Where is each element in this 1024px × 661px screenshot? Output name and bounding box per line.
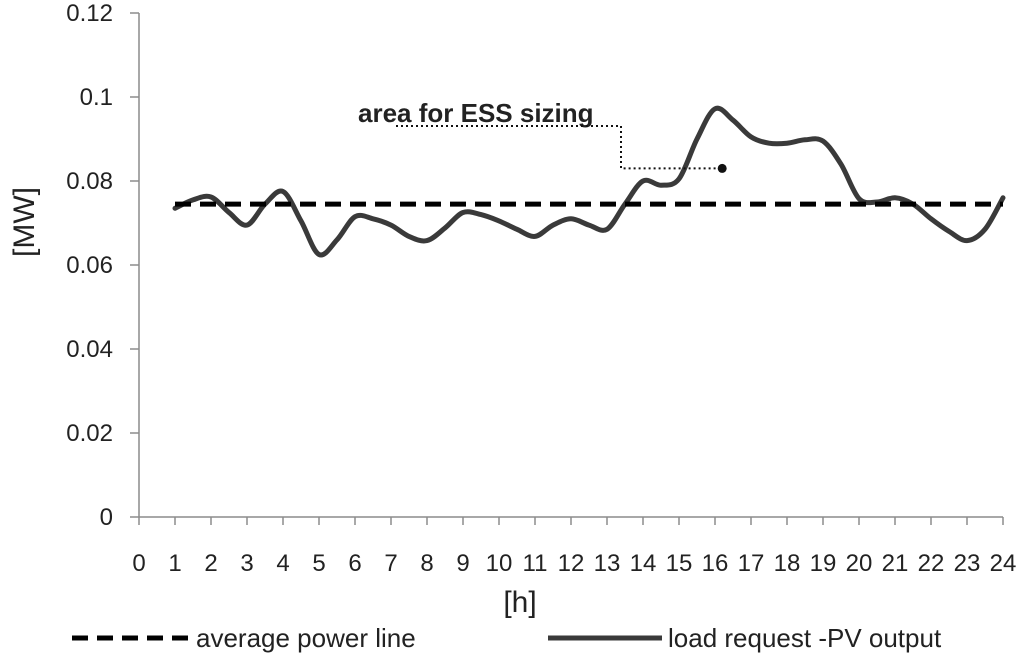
x-tick-label: 7: [384, 550, 397, 577]
x-axis-ticks: 0 1 2 3 4 5 6 7 8 9 10 11 12 13 14 15 16 17 18 19 20 21 22 23 24: [132, 517, 1016, 577]
legend: average power line load request -PV outp…: [72, 623, 942, 653]
x-tick-label: 20: [846, 550, 873, 577]
x-tick-label: 9: [456, 550, 469, 577]
x-tick-label: 5: [312, 550, 325, 577]
x-tick-label: 8: [420, 550, 433, 577]
x-tick-label: 19: [810, 550, 837, 577]
y-tick-label: 0.12: [66, 0, 113, 27]
y-tick-label: 0.06: [66, 252, 113, 279]
x-tick-label: 11: [523, 550, 548, 577]
x-tick-label: 12: [558, 550, 585, 577]
x-tick-label: 4: [276, 550, 289, 577]
x-tick-label: 13: [594, 550, 621, 577]
annotation-layer: area for ESS sizing: [358, 98, 727, 173]
axes: [138, 13, 1003, 518]
x-tick-label: 6: [348, 550, 361, 577]
x-tick-label: 3: [240, 550, 253, 577]
legend-label-average-power-line: average power line: [196, 623, 416, 653]
x-tick-label: 21: [882, 550, 909, 577]
x-tick-label: 24: [990, 550, 1017, 577]
y-axis-title: [MW]: [8, 187, 41, 257]
x-tick-label: 22: [918, 550, 945, 577]
x-tick-label: 1: [168, 550, 181, 577]
y-axis-ticks: 0 0.02 0.04 0.06 0.08 0.1 0.12: [66, 0, 139, 531]
annotation-marker: [717, 163, 727, 173]
x-tick-label: 2: [204, 550, 217, 577]
x-tick-label: 15: [666, 550, 693, 577]
x-tick-label: 23: [954, 550, 981, 577]
y-tick-label: 0.02: [66, 420, 113, 447]
legend-label-load-request-pv-output: load request -PV output: [668, 623, 942, 653]
x-tick-label: 18: [774, 550, 801, 577]
x-tick-label: 17: [738, 550, 765, 577]
x-axis-title: [h]: [503, 586, 536, 619]
x-tick-label: 10: [486, 550, 513, 577]
series-layer: [172, 105, 1006, 258]
y-tick-label: 0.04: [66, 336, 113, 363]
y-tick-label: 0.1: [80, 84, 113, 111]
x-tick-label: 16: [702, 550, 729, 577]
y-tick-label: 0.08: [66, 168, 113, 195]
series-line-load-request-pv-output: [172, 105, 1006, 258]
y-tick-label: 0: [100, 504, 113, 531]
annotation-label: area for ESS sizing: [358, 98, 594, 128]
x-tick-label: 0: [132, 550, 145, 577]
annotation-leader-line: [396, 125, 723, 170]
x-tick-label: 14: [630, 550, 657, 577]
